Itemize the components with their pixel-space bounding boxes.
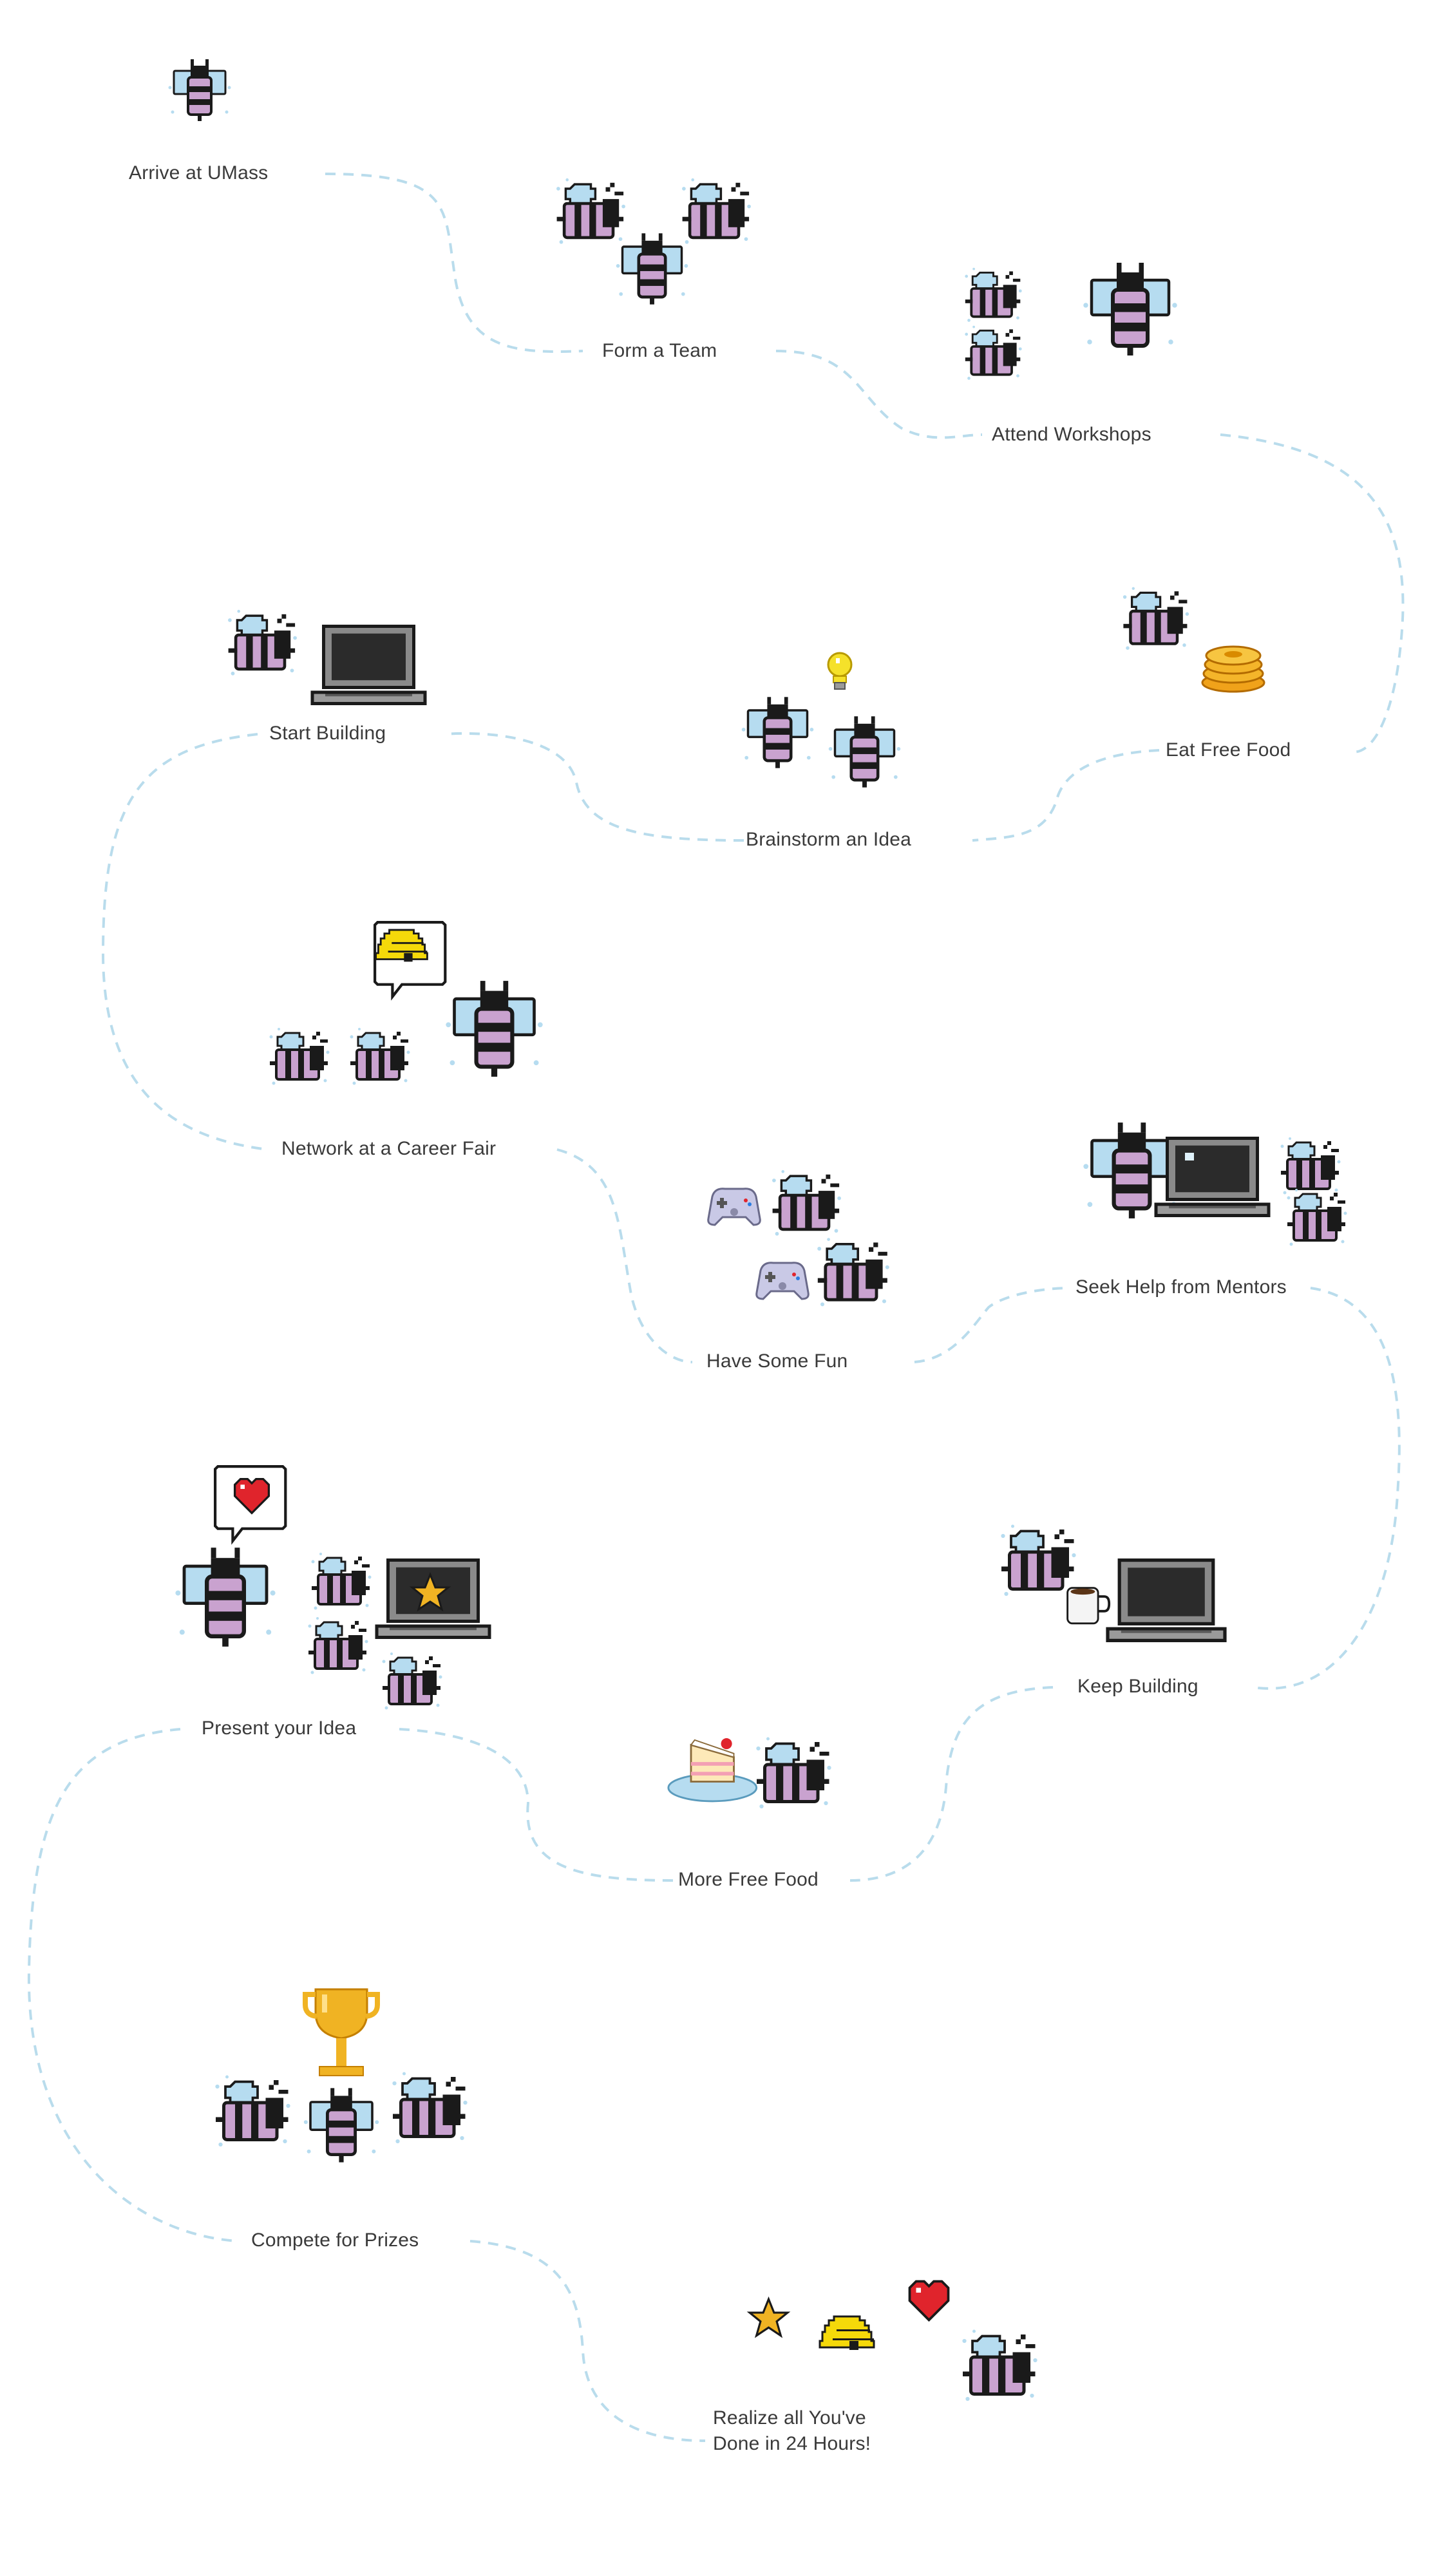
heart-icon	[908, 2280, 950, 2322]
bee-icon	[215, 2076, 290, 2147]
bee-icon	[268, 1027, 331, 1086]
bee-icon	[1123, 587, 1189, 650]
step-label-mentors: Seek Help from Mentors	[1075, 1276, 1287, 1298]
step-label-compete: Compete for Prizes	[251, 2230, 419, 2251]
step-label-realize-line-1: Realize all You've	[713, 2407, 866, 2429]
step-label-workshops: Attend Workshops	[992, 424, 1151, 445]
beehive-icon	[375, 929, 428, 963]
bee-icon	[742, 697, 814, 768]
beehive-icon	[819, 2315, 875, 2351]
bee-icon	[616, 233, 688, 304]
laptop-cursor	[1185, 1153, 1194, 1160]
pancakes-icon	[1201, 645, 1265, 693]
step-label-present: Present your Idea	[202, 1718, 357, 1739]
bee-icon	[817, 1238, 889, 1306]
bee-icon	[446, 981, 542, 1077]
bee-icon	[829, 716, 901, 787]
laptop-icon	[312, 627, 425, 704]
star-icon	[748, 2298, 789, 2337]
step-label-realize: Realize all You've Done in 24 Hours!	[713, 2405, 906, 2457]
bee-icon	[682, 178, 751, 244]
laptop-icon	[1156, 1139, 1269, 1216]
step-label-more-food: More Free Food	[678, 1869, 819, 1890]
bee-icon	[310, 1551, 373, 1611]
step-label-food: Eat Free Food	[1166, 739, 1291, 761]
bee-icon	[556, 178, 625, 244]
step-label-fun: Have Some Fun	[706, 1350, 848, 1372]
coffee-mug-icon	[1066, 1586, 1111, 1625]
journey-path	[27, 173, 1405, 2442]
bee-icon	[962, 2330, 1037, 2401]
bee-icon	[1083, 263, 1177, 355]
laptop-icon	[1108, 1560, 1225, 1641]
bee-icon	[772, 1170, 841, 1236]
lightbulb-icon	[827, 652, 853, 690]
bee-icon	[1279, 1136, 1342, 1196]
bee-icon	[963, 266, 1023, 323]
trophy-icon	[305, 1989, 377, 2076]
bee-icon	[963, 324, 1023, 381]
bee-icon	[381, 1651, 444, 1711]
step-label-team: Form a Team	[602, 340, 717, 361]
game-controller-icon	[755, 1262, 810, 1300]
bee-icon	[304, 2088, 379, 2162]
bee-icon	[228, 610, 297, 676]
step-label-keep-building: Keep Building	[1077, 1676, 1198, 1697]
step-label-career: Network at a Career Fair	[281, 1138, 497, 1159]
bee-icon	[348, 1027, 412, 1086]
bee-icon	[175, 1548, 275, 1647]
step-label-build: Start Building	[269, 723, 386, 744]
step-label-realize-line-2: Done in 24 Hours!	[713, 2433, 871, 2454]
bee-icon	[167, 58, 232, 122]
cake-icon	[667, 1737, 758, 1803]
bee-icon	[1001, 1525, 1075, 1596]
step-label-brainstorm: Brainstorm an Idea	[746, 829, 912, 850]
bee-icon	[307, 1616, 370, 1676]
bee-icon	[392, 2072, 467, 2144]
game-controller-icon	[707, 1188, 761, 1226]
bee-icon	[1285, 1188, 1349, 1247]
step-label-arrive: Arrive at UMass	[129, 162, 269, 184]
bee-icon	[756, 1738, 831, 1809]
